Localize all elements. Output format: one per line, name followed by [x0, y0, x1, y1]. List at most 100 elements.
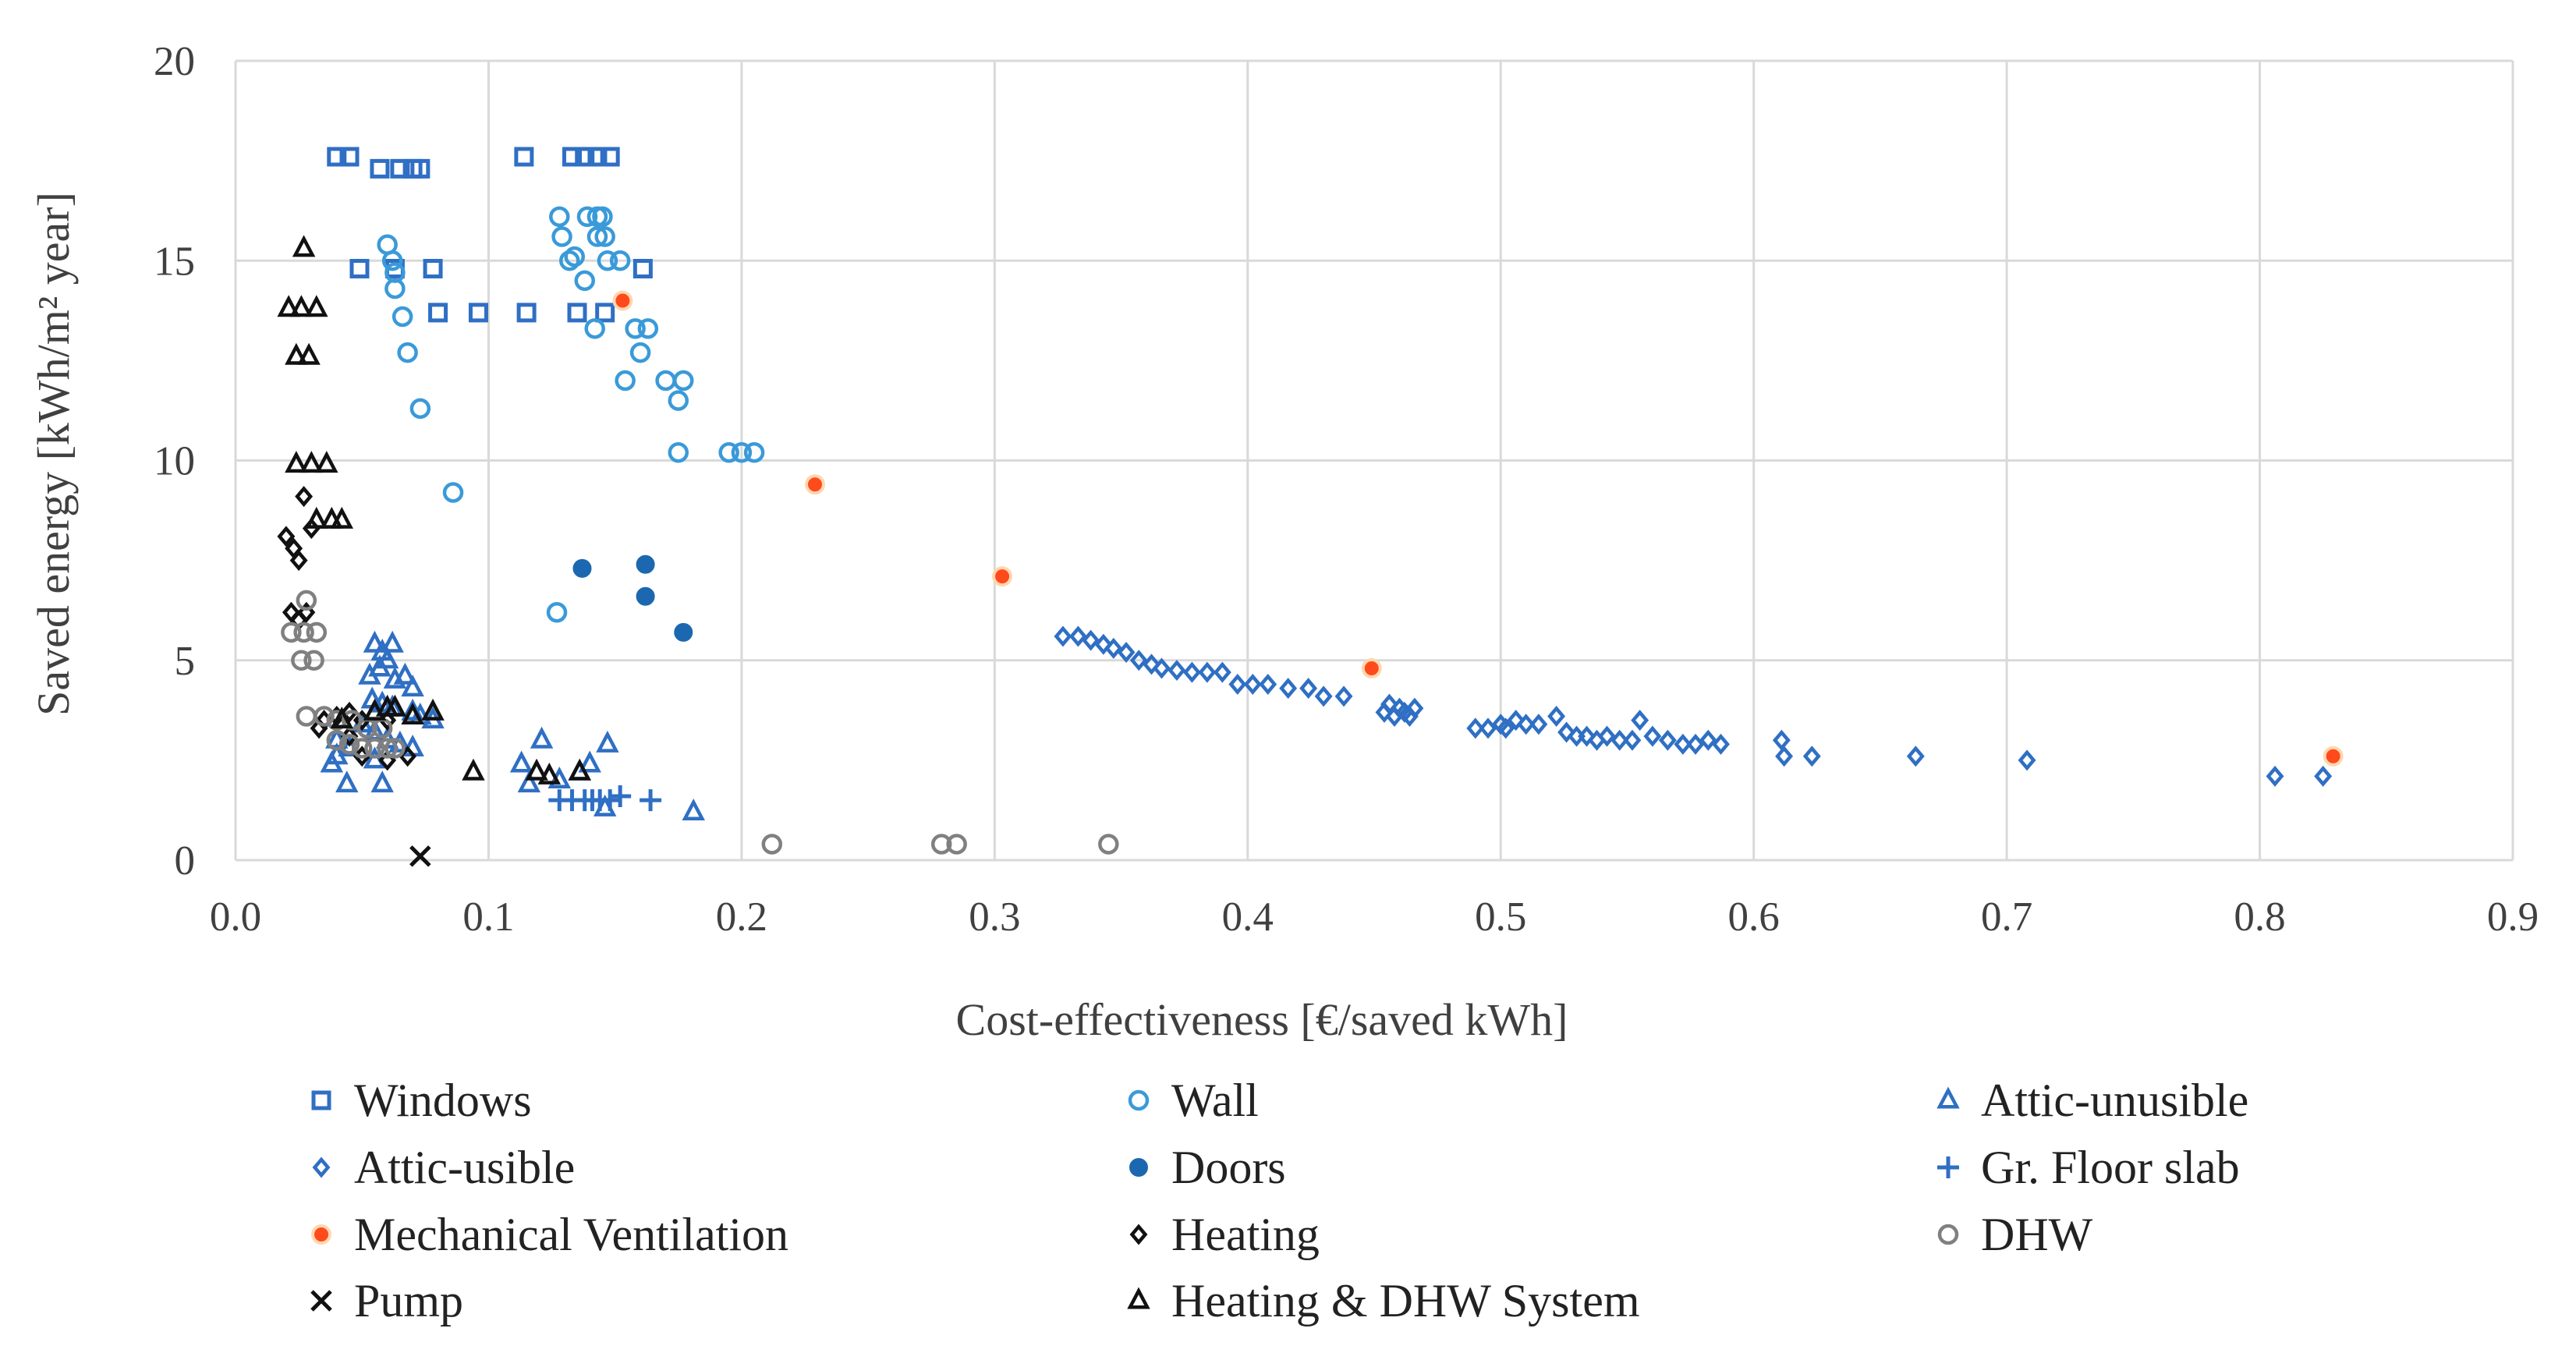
data-point: [363, 630, 387, 653]
data-point: [381, 630, 404, 653]
legend-label: DHW: [1981, 1209, 2093, 1260]
x-tick-label: 0.7: [1981, 894, 2032, 940]
data-point: [1054, 625, 1072, 647]
data-point: [1479, 717, 1497, 739]
data-point: [609, 785, 632, 807]
x-tick-label: 0.6: [1728, 894, 1780, 940]
data-point: [1631, 710, 1649, 731]
data-point: [1772, 729, 1791, 751]
data-point: [281, 622, 302, 643]
data-point: [381, 250, 403, 271]
data-point: [586, 226, 608, 247]
legend-label: Doors: [1171, 1142, 1286, 1193]
data-point: [326, 730, 348, 751]
data-point: [1405, 697, 1424, 719]
legend-label: Gr. Floor slab: [1981, 1142, 2240, 1193]
data-point: [1314, 685, 1333, 707]
legend-marker: [1128, 1089, 1150, 1111]
data-point: [1243, 674, 1262, 695]
data-point: [351, 738, 373, 759]
x-tick-label: 0.2: [716, 894, 767, 940]
data-point: [335, 770, 359, 793]
data-point: [1547, 706, 1566, 727]
data-point: [1610, 729, 1629, 751]
data-point: [330, 506, 353, 529]
legend-marker: [1129, 1158, 1148, 1177]
data-point: [285, 342, 308, 365]
data-point: [1299, 678, 1318, 700]
data-point: [383, 694, 407, 717]
legend-marker: [311, 1090, 331, 1110]
data-point: [1674, 733, 1692, 755]
data-point: [1094, 633, 1113, 655]
data-point: [1497, 717, 1515, 739]
axis-labels: 0.0 0.1 0.2 0.3 0.4 0.5 0.6 0.7 0.8 0.9 0 5 10 15 20: [154, 39, 2539, 940]
data-point: [594, 226, 615, 247]
data-point: [1129, 650, 1148, 671]
data-point: [578, 750, 601, 773]
data-point: [363, 746, 387, 769]
y-tick-label: 0: [175, 838, 196, 884]
data-point: [2314, 765, 2333, 787]
data-point: [340, 701, 359, 723]
data-point: [299, 451, 324, 473]
data-point: [595, 303, 615, 323]
legend-marker: [1937, 1224, 1959, 1245]
data-point: [668, 442, 689, 463]
data-point: [410, 158, 431, 179]
data-point: [285, 451, 308, 473]
data-point: [289, 295, 314, 317]
x-tick-label: 0.1: [462, 894, 514, 940]
series-windows: [327, 147, 653, 323]
data-point: [462, 758, 485, 781]
data-point: [368, 654, 392, 677]
data-point: [1213, 661, 1231, 683]
data-point: [674, 622, 693, 642]
data-point: [291, 650, 312, 671]
data-point: [1906, 746, 1925, 767]
data-point: [364, 738, 385, 759]
data-point: [409, 845, 431, 867]
data-point: [587, 147, 608, 167]
x-tick-label: 0.8: [2234, 894, 2285, 940]
data-point: [2266, 765, 2284, 787]
data-point: [370, 770, 394, 793]
data-point: [297, 342, 321, 365]
series-gr-floor-slab: [548, 785, 662, 812]
data-point: [1643, 725, 1662, 747]
data-point: [1259, 674, 1277, 695]
series-mechanical-ventilation: [612, 290, 2344, 767]
series-attic-unusible: [320, 630, 705, 820]
data-point: [682, 799, 705, 820]
x-tick-label: 0.4: [1222, 894, 1274, 940]
data-point: [1507, 710, 1525, 731]
data-point: [1168, 660, 1186, 682]
data-point: [306, 622, 328, 643]
data-point: [358, 662, 381, 685]
data-point: [537, 762, 562, 785]
data-point: [341, 710, 363, 731]
legend-marker: [1129, 1224, 1148, 1245]
data-point: [636, 586, 655, 606]
data-point: [615, 370, 636, 391]
data-point: [1623, 729, 1642, 751]
data-point: [1466, 717, 1485, 739]
data-point: [731, 442, 753, 463]
data-point: [2323, 746, 2344, 767]
data-point: [1361, 658, 1382, 678]
legend-item: Heating: [1129, 1209, 1320, 1260]
data-point: [338, 734, 360, 755]
data-point: [1712, 733, 1730, 755]
data-point: [946, 834, 967, 855]
data-point: [596, 730, 619, 753]
series-pump: [409, 845, 431, 867]
legend: Windows Wall Attic-unusible Attic-usible Doo…: [310, 1075, 2248, 1326]
data-point: [370, 158, 390, 179]
data-point: [330, 707, 353, 729]
data-point: [525, 758, 548, 781]
y-tick-label: 20: [154, 39, 195, 84]
legend-item: Pump: [310, 1275, 463, 1326]
y-tick-label: 15: [154, 239, 195, 284]
data-point: [296, 706, 317, 727]
data-point: [327, 147, 347, 167]
